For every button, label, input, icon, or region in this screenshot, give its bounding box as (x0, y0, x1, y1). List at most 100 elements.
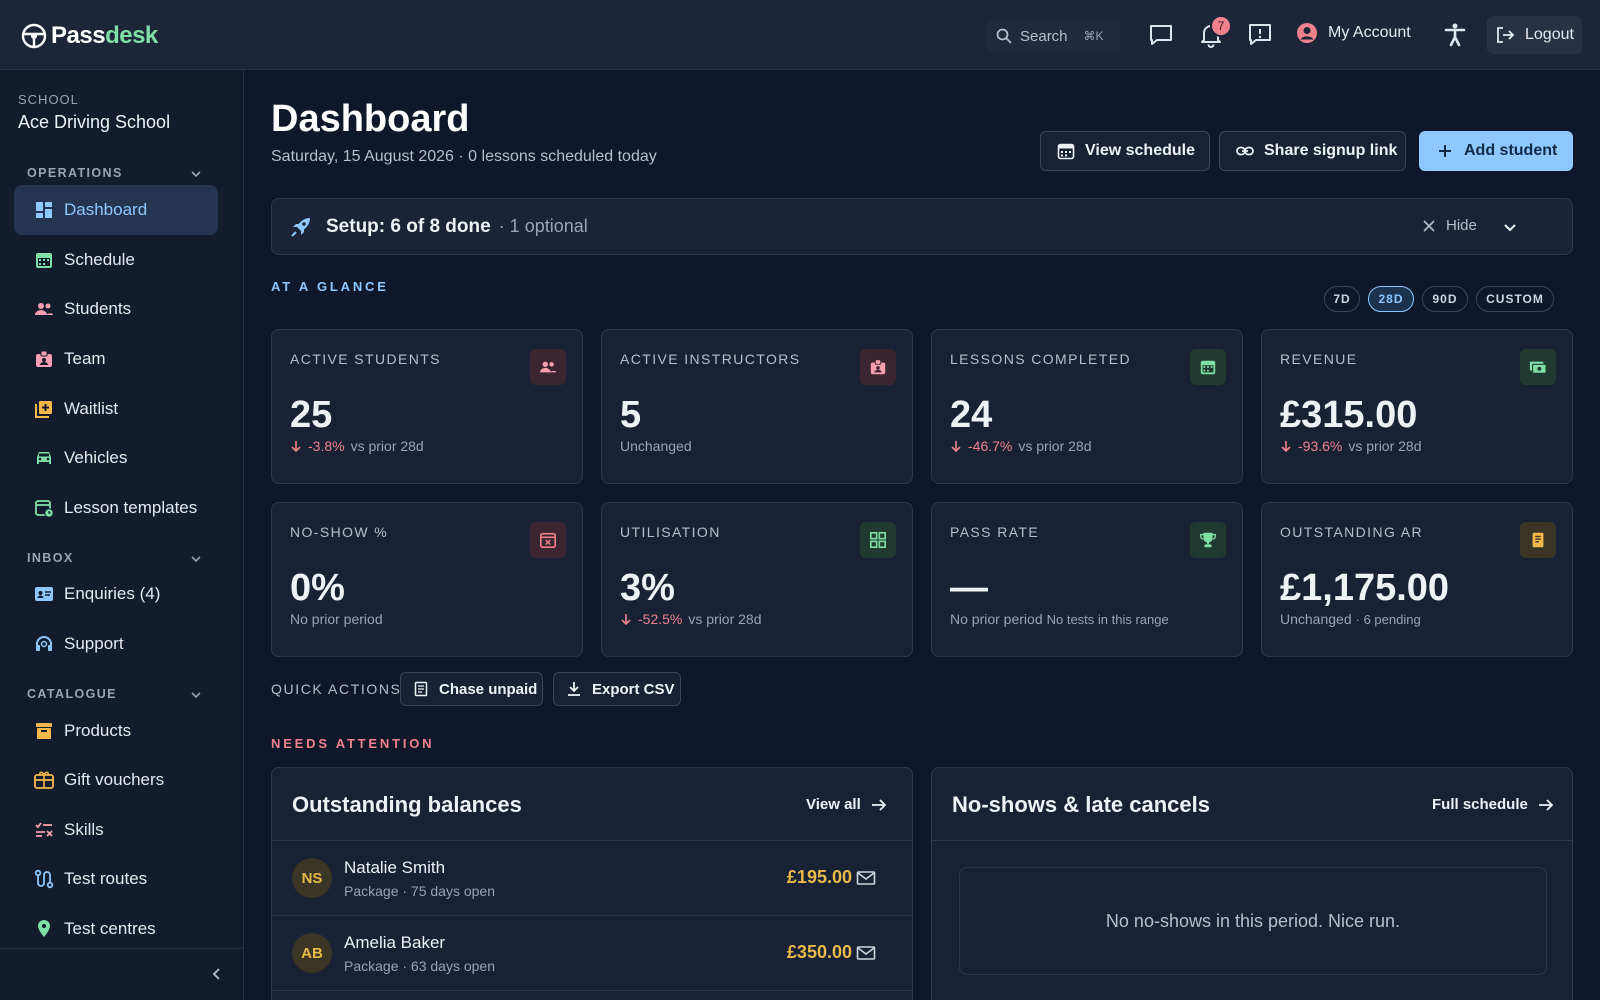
card-label: LESSONS COMPLETED (950, 351, 1131, 367)
balance-amount: £350.00 (786, 942, 852, 962)
chase-unpaid-label: Chase unpaid (439, 680, 538, 698)
card-active-instructors[interactable]: ACTIVE INSTRUCTORS 5 Unchanged (601, 329, 913, 484)
feedback-icon[interactable] (1247, 22, 1273, 48)
card-value: 24 (950, 394, 993, 436)
sidebar-item-test-centres[interactable]: Test centres (14, 904, 218, 954)
main-content: Dashboard Saturday, 15 August 2026 · 0 l… (244, 70, 1600, 1000)
sidebar-item-label: Waitlist (64, 399, 119, 418)
avatar: AB (292, 933, 332, 973)
chevron-down-icon[interactable] (190, 553, 202, 565)
share-signup-link-button[interactable]: Share signup link (1219, 131, 1406, 171)
sidebar-item-support[interactable]: Support (14, 619, 218, 669)
receipt-icon (414, 681, 428, 697)
chevron-down-icon[interactable] (1502, 220, 1518, 236)
card-delta: -3.8% vs prior 28d (290, 438, 424, 454)
range-90d[interactable]: 90D (1422, 286, 1468, 312)
mail-icon[interactable] (856, 868, 876, 888)
card-note: No prior period (290, 611, 383, 627)
empty-state: No no-shows in this period. Nice run. (959, 867, 1547, 975)
sidebar-item-students[interactable]: Students (14, 284, 218, 334)
sidebar-item-label: Dashboard (64, 200, 148, 219)
view-all-link[interactable]: View all (806, 796, 887, 813)
sidebar-item-label: Schedule (64, 250, 135, 269)
add-student-label: Add student (1464, 142, 1558, 159)
range-28d[interactable]: 28D (1368, 286, 1414, 312)
card-note: Unchanged · 6 pending (1280, 611, 1421, 627)
card-value: 25 (290, 394, 333, 436)
chevron-left-icon[interactable] (210, 967, 224, 981)
logout-icon (1497, 27, 1515, 43)
sidebar-item-label: Skills (64, 820, 104, 839)
badge-icon (36, 350, 52, 367)
card-utilisation[interactable]: UTILISATION 3% -52.5% vs prior 28d (601, 502, 913, 657)
full-schedule-label: Full schedule (1432, 796, 1528, 813)
sidebar-item-schedule[interactable]: Schedule (14, 235, 218, 285)
setup-banner[interactable]: Setup: 6 of 8 done · 1 optional Hide (271, 198, 1573, 255)
sidebar-item-products[interactable]: Products (14, 706, 218, 756)
sidebar-item-gift-vouchers[interactable]: Gift vouchers (14, 755, 218, 805)
section-catalogue[interactable]: CATALOGUE (27, 687, 117, 701)
card-note: Unchanged (620, 438, 692, 454)
card-delta: -52.5% vs prior 28d (620, 611, 762, 627)
accessibility-icon[interactable] (1442, 22, 1468, 48)
logo[interactable]: Passdesk (21, 22, 158, 50)
sidebar-item-team[interactable]: Team (14, 334, 218, 384)
arrow-down-icon (621, 614, 631, 625)
my-account-button[interactable]: My Account (1296, 22, 1411, 44)
chase-unpaid-button[interactable]: Chase unpaid (400, 672, 543, 706)
search-button[interactable]: Search ⌘K (986, 20, 1120, 52)
sidebar-item-test-routes[interactable]: Test routes (14, 854, 218, 904)
table-row[interactable]: NS Natalie Smith Package · 75 days open … (272, 841, 912, 916)
table-row[interactable]: AB Amelia Baker Package · 63 days open £… (272, 916, 912, 991)
hide-setup-button[interactable]: Hide (1422, 217, 1477, 234)
card-value: £315.00 (1280, 394, 1418, 436)
card-label: ACTIVE STUDENTS (290, 351, 441, 367)
card-no-show[interactable]: NO-SHOW % 0% No prior period (271, 502, 583, 657)
card-label: REVENUE (1280, 351, 1358, 367)
card-revenue[interactable]: REVENUE £315.00 -93.6% vs prior 28d (1261, 329, 1573, 484)
trophy-icon (1190, 522, 1226, 558)
export-csv-button[interactable]: Export CSV (553, 672, 681, 706)
sidebar-item-lesson-templates[interactable]: Lesson templates (14, 483, 218, 533)
download-icon (568, 682, 580, 696)
sidebar-item-label: Test routes (64, 869, 148, 888)
grid-icon (860, 522, 896, 558)
contact-card-icon (35, 587, 53, 601)
calendar-x-icon (530, 522, 566, 558)
sidebar-item-skills[interactable]: Skills (14, 805, 218, 855)
user-circle-icon (1297, 23, 1317, 43)
full-schedule-link[interactable]: Full schedule (1432, 796, 1554, 813)
panel-title: No-shows & late cancels (952, 792, 1210, 817)
section-inbox[interactable]: INBOX (27, 551, 74, 565)
sidebar-item-label: Lesson templates (64, 498, 198, 517)
close-icon (1423, 219, 1435, 232)
view-schedule-button[interactable]: View schedule (1040, 131, 1210, 171)
chevron-down-icon[interactable] (190, 689, 202, 701)
logo-text: Passdesk (51, 22, 158, 49)
card-active-students[interactable]: ACTIVE STUDENTS 25 -3.8% vs prior 28d (271, 329, 583, 484)
sidebar-item-dashboard[interactable]: Dashboard (14, 185, 218, 235)
sidebar-item-vehicles[interactable]: Vehicles (14, 433, 218, 483)
range-7d[interactable]: 7D (1324, 286, 1360, 312)
section-operations[interactable]: OPERATIONS (27, 166, 123, 180)
steering-wheel-icon (21, 23, 47, 49)
sidebar-item-enquiries[interactable]: Enquiries (4) (14, 569, 218, 619)
rocket-icon (291, 217, 310, 237)
receipt-icon (1520, 522, 1556, 558)
card-lessons-completed[interactable]: LESSONS COMPLETED 24 -46.7% vs prior 28d (931, 329, 1243, 484)
chevron-down-icon[interactable] (190, 168, 202, 180)
card-value: 3% (620, 567, 675, 609)
mail-icon[interactable] (856, 943, 876, 963)
add-student-button[interactable]: Add student (1419, 131, 1573, 171)
checklist-icon (35, 822, 53, 837)
divider (932, 840, 1572, 841)
range-custom[interactable]: CUSTOM (1476, 286, 1554, 312)
card-outstanding-ar[interactable]: OUTSTANDING AR £1,175.00 Unchanged · 6 pe… (1261, 502, 1573, 657)
sidebar-item-waitlist[interactable]: Waitlist (14, 384, 218, 434)
search-placeholder: Search (1020, 27, 1068, 45)
logout-button[interactable]: Logout (1487, 16, 1582, 54)
chat-icon[interactable] (1148, 22, 1174, 48)
school-name[interactable]: Ace Driving School (18, 112, 171, 132)
card-pass-rate[interactable]: PASS RATE — No prior period No tests in t… (931, 502, 1243, 657)
card-label: NO-SHOW % (290, 524, 389, 540)
